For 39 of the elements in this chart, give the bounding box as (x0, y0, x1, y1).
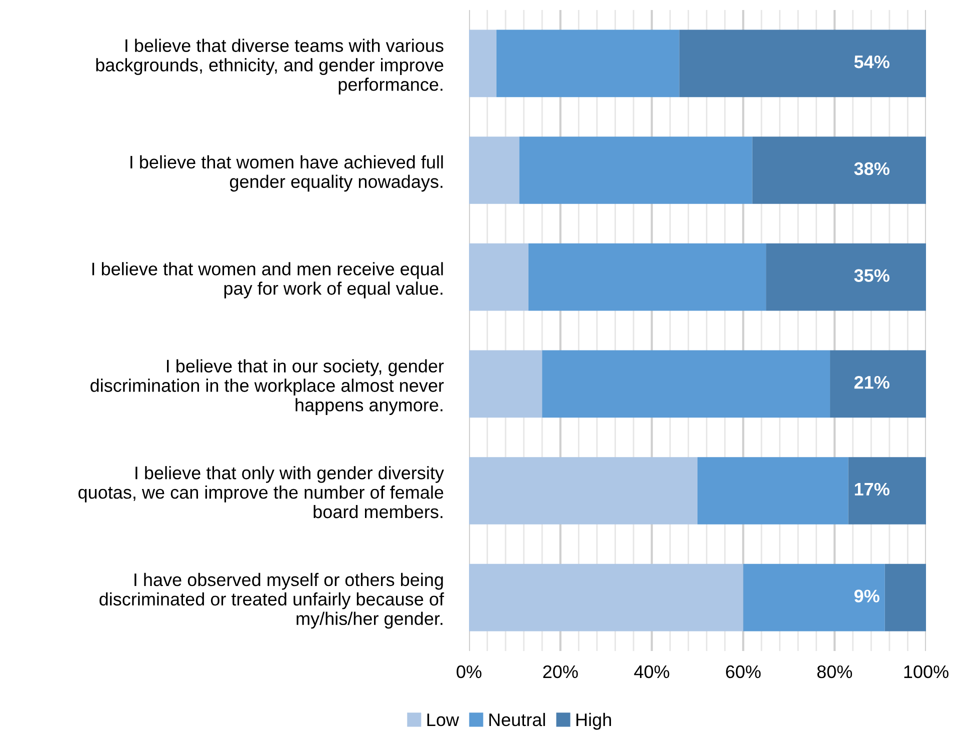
x-tick-label: 100% (904, 665, 948, 678)
bar (496, 30, 680, 98)
bar (679, 30, 926, 98)
x-tick-label: 40% (634, 665, 670, 678)
data-label: 38% (854, 162, 890, 176)
bar (469, 243, 528, 311)
y-tick-label: I believe that diverse teams with various backgrounds, ethnicity, and gender improve performance. (96, 38, 444, 94)
x-tick-label: 20% (543, 665, 578, 678)
bar (848, 457, 926, 524)
bar (469, 564, 744, 632)
data-label: 35% (854, 269, 890, 282)
x-tick-label: 80% (817, 665, 852, 678)
bar (542, 350, 830, 418)
bar (469, 30, 496, 98)
x-tick-label: 60% (726, 665, 761, 678)
legend-label: High (576, 712, 611, 730)
bar (698, 457, 848, 524)
data-label: 21% (854, 376, 890, 389)
y-tick-label: I have observed myself or others being discriminated or treated unfairly because of my/his/her gender. (100, 572, 444, 629)
bar (519, 136, 752, 204)
bar (469, 457, 698, 524)
bar (743, 564, 885, 632)
bar (830, 350, 926, 418)
bar (752, 136, 926, 204)
bar (469, 350, 542, 418)
legend-label: Neutral (489, 712, 545, 726)
data-label: 54% (854, 56, 890, 68)
y-tick-label: I believe that only with gender diversity quotas, we can improve the number of female board members. (78, 466, 444, 518)
y-tick-label: I believe that women and men receive equal pay for work of equal value. (92, 262, 443, 298)
y-tick-label: I believe that in our society, gender discrimination in the workplace almost never happens anymore. (90, 359, 444, 415)
y-tick-label: I believe that women have achieved full gender equality nowadays. (130, 155, 443, 192)
x-tick-label: 0% (456, 665, 482, 678)
bar (884, 564, 926, 632)
data-label: 9% (854, 590, 880, 602)
bar (528, 243, 766, 311)
bar (766, 243, 926, 311)
bar (469, 136, 520, 204)
data-label: 17% (854, 482, 890, 496)
legend-label: Low (427, 714, 460, 726)
